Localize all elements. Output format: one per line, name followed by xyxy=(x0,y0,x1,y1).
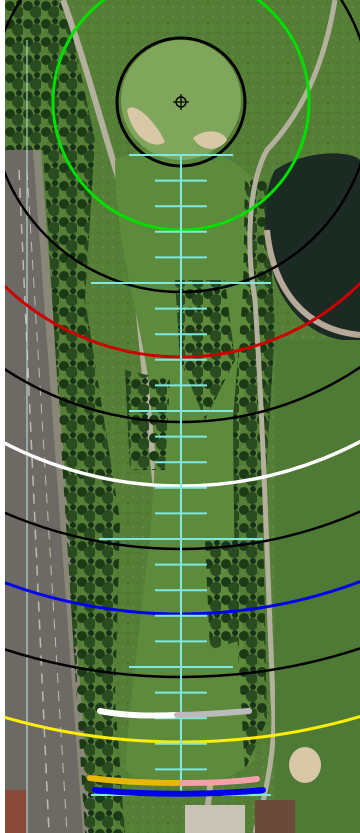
tee-markers[interactable] xyxy=(87,708,266,797)
center-tree-cluster xyxy=(205,540,245,650)
left-tree-line xyxy=(5,0,125,833)
left-margin xyxy=(0,0,5,833)
cart-path-right xyxy=(247,0,338,833)
center-tree-cluster xyxy=(175,280,235,420)
building xyxy=(255,800,295,833)
right-tree-line xyxy=(233,180,275,770)
aerial-map-canvas[interactable] xyxy=(5,0,360,833)
tee-marker-blue[interactable] xyxy=(92,787,266,797)
tee-marker-white[interactable] xyxy=(97,708,180,719)
tee-marker-gold[interactable] xyxy=(87,775,186,786)
building xyxy=(5,790,27,833)
highway-lane-line xyxy=(26,169,68,833)
water-edge-rocks xyxy=(264,229,360,338)
highway-lane-line xyxy=(18,169,50,833)
highway xyxy=(5,150,83,833)
tee-marker-pink[interactable] xyxy=(180,776,260,786)
hole-map[interactable] xyxy=(5,0,360,833)
building xyxy=(185,805,245,833)
crosshair-target-icon[interactable] xyxy=(173,94,189,110)
yardage-ruler xyxy=(91,154,271,796)
greenside-bunker xyxy=(193,131,227,149)
greenside-bunker xyxy=(127,107,165,145)
tee-marker-silver[interactable] xyxy=(174,708,252,718)
fairway-bunker xyxy=(289,747,321,783)
